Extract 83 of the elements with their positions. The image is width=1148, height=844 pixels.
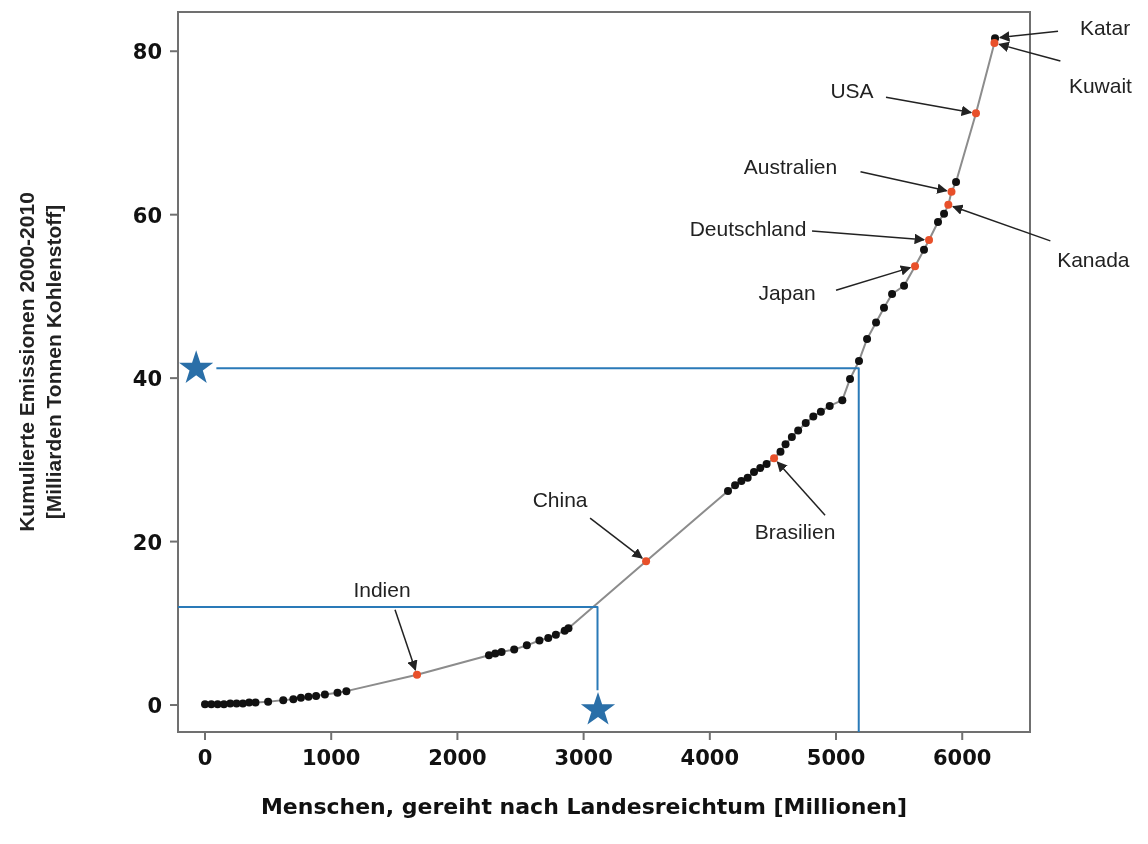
point xyxy=(934,218,942,227)
point xyxy=(743,473,752,482)
point xyxy=(551,630,560,639)
x-tick-label: 5000 xyxy=(806,746,866,770)
x-axis-title: Menschen, gereiht nach Landesreichtum [Millionen] xyxy=(260,794,908,819)
point xyxy=(825,401,834,410)
y-tick-label: 0 xyxy=(147,694,162,719)
annotation: Indien xyxy=(353,577,411,601)
point xyxy=(854,356,863,365)
point xyxy=(925,236,934,245)
point xyxy=(413,670,422,679)
point xyxy=(756,464,765,473)
point xyxy=(749,468,758,477)
x-tick-label: 6000 xyxy=(933,746,992,770)
point xyxy=(872,318,881,327)
point xyxy=(770,454,779,463)
point xyxy=(289,695,298,704)
point xyxy=(320,690,329,699)
point xyxy=(776,447,785,456)
annotation: China xyxy=(532,488,588,512)
point xyxy=(312,692,321,701)
point xyxy=(900,281,909,290)
point xyxy=(863,334,872,343)
point xyxy=(522,641,531,650)
point xyxy=(801,419,810,428)
point xyxy=(333,688,342,697)
x-tick-label: 4000 xyxy=(680,746,740,770)
point xyxy=(846,374,855,383)
point xyxy=(296,693,305,702)
y-tick-label: 60 xyxy=(132,203,162,228)
point xyxy=(888,289,897,298)
point xyxy=(580,691,616,725)
point xyxy=(781,440,790,449)
point xyxy=(762,459,771,468)
point xyxy=(497,647,506,656)
point xyxy=(642,557,651,566)
annotation: Australien xyxy=(743,154,838,178)
y-tick-label: 40 xyxy=(132,367,162,392)
point xyxy=(919,245,928,254)
point xyxy=(564,624,573,633)
point xyxy=(990,39,999,48)
point xyxy=(342,687,351,696)
point xyxy=(731,481,740,490)
y-axis-title: Kumulierte Emissionen 2000-2010 [Milliarden Tonnen Kohlenstoff] xyxy=(15,192,65,532)
point xyxy=(816,407,825,416)
annotation: Brasilien xyxy=(754,520,836,544)
x-tick-label: 0 xyxy=(197,746,213,770)
point xyxy=(809,412,818,421)
point xyxy=(535,636,544,645)
x-tick-label: 3000 xyxy=(554,746,613,770)
point xyxy=(544,634,553,643)
annotation: Kanada xyxy=(1057,247,1130,271)
point xyxy=(971,109,980,118)
annotation: Kuwait xyxy=(1068,74,1133,98)
point xyxy=(911,262,920,271)
point xyxy=(510,645,519,654)
point xyxy=(947,187,956,196)
point xyxy=(264,697,273,706)
point xyxy=(251,698,260,707)
x-tick-label: 2000 xyxy=(428,746,487,770)
point xyxy=(940,209,949,218)
point xyxy=(794,426,803,435)
annotation: Katar xyxy=(1079,16,1131,40)
point xyxy=(245,698,254,707)
annotation: Japan xyxy=(758,281,816,305)
point xyxy=(944,200,953,209)
point xyxy=(737,477,746,486)
point xyxy=(226,699,235,708)
point xyxy=(179,350,214,383)
y-tick-label: 20 xyxy=(132,530,162,555)
point xyxy=(838,396,847,405)
annotation: USA xyxy=(830,79,874,103)
point xyxy=(952,177,961,186)
point xyxy=(491,649,500,658)
point xyxy=(207,700,216,709)
point xyxy=(879,303,888,312)
point xyxy=(724,486,732,495)
point xyxy=(279,696,288,705)
x-tick-label: 1000 xyxy=(301,746,361,770)
point xyxy=(304,692,313,701)
point xyxy=(787,432,796,441)
annotation: Deutschland xyxy=(689,217,807,241)
y-tick-label: 80 xyxy=(132,40,162,65)
